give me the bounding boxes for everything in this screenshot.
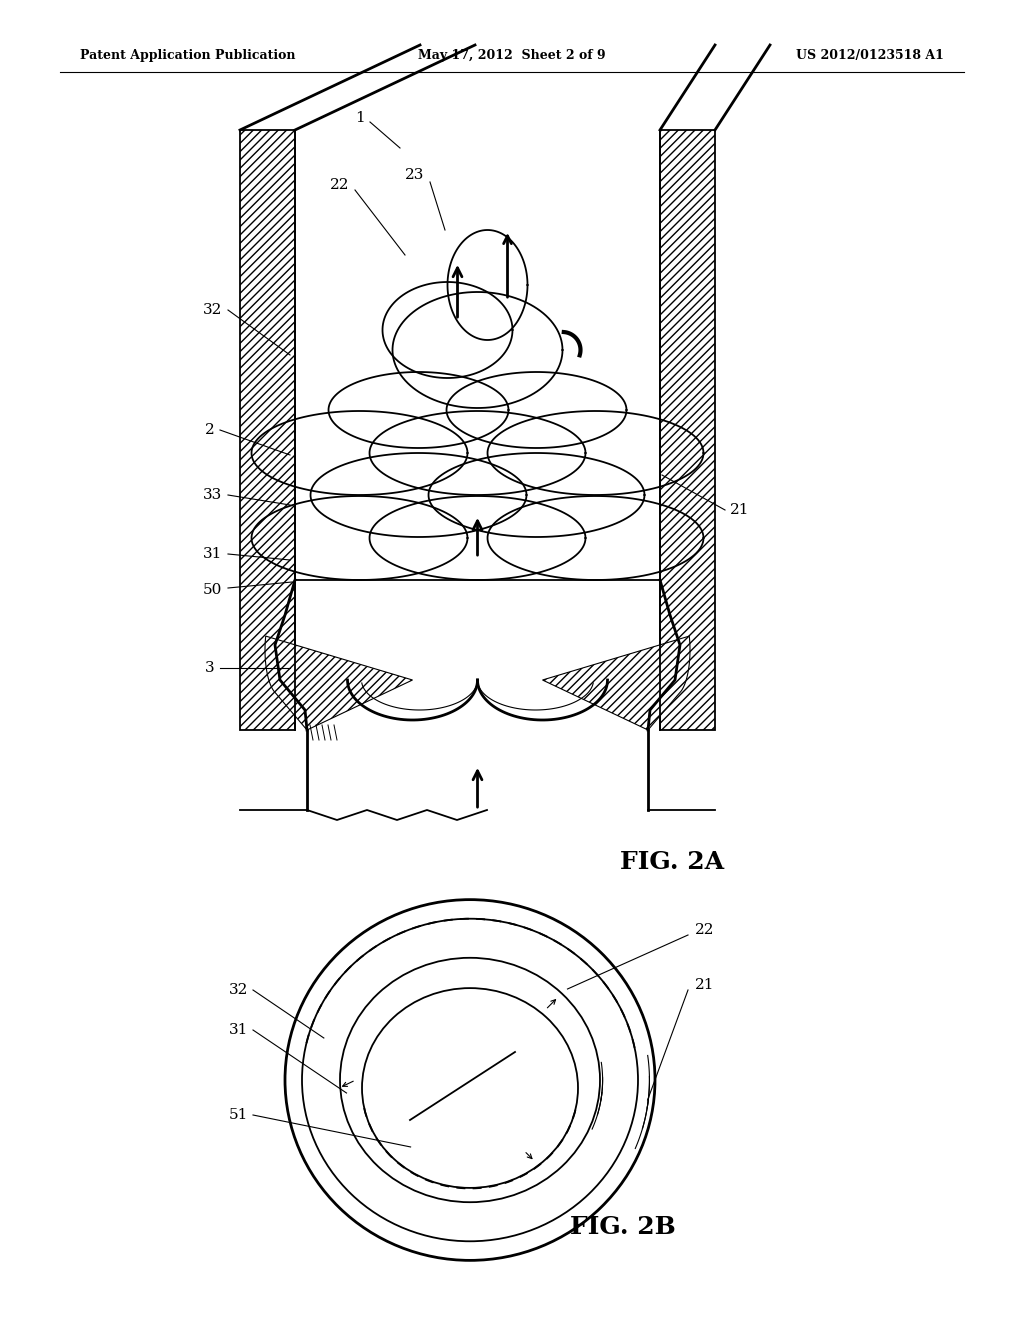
Text: 2: 2 [205, 422, 215, 437]
Text: FIG. 2B: FIG. 2B [570, 1214, 676, 1239]
Text: Patent Application Publication: Patent Application Publication [80, 49, 296, 62]
Text: US 2012/0123518 A1: US 2012/0123518 A1 [796, 49, 944, 62]
Text: 21: 21 [730, 503, 750, 517]
Bar [240, 129, 295, 730]
Polygon shape [265, 636, 413, 730]
Text: 33: 33 [203, 488, 222, 502]
Text: 22: 22 [331, 178, 350, 191]
Text: 1: 1 [355, 111, 365, 125]
Text: 3: 3 [206, 661, 215, 675]
Bar [660, 129, 715, 730]
Polygon shape [543, 636, 690, 730]
Text: 50: 50 [203, 583, 222, 597]
Text: 23: 23 [406, 168, 425, 182]
Text: 32: 32 [203, 304, 222, 317]
Text: 31: 31 [228, 1023, 248, 1038]
Text: 31: 31 [203, 546, 222, 561]
Text: 21: 21 [695, 978, 715, 993]
Text: May 17, 2012  Sheet 2 of 9: May 17, 2012 Sheet 2 of 9 [418, 49, 606, 62]
Text: 51: 51 [228, 1107, 248, 1122]
Text: FIG. 2A: FIG. 2A [620, 850, 724, 874]
Text: 32: 32 [228, 983, 248, 997]
Text: 22: 22 [695, 923, 715, 937]
